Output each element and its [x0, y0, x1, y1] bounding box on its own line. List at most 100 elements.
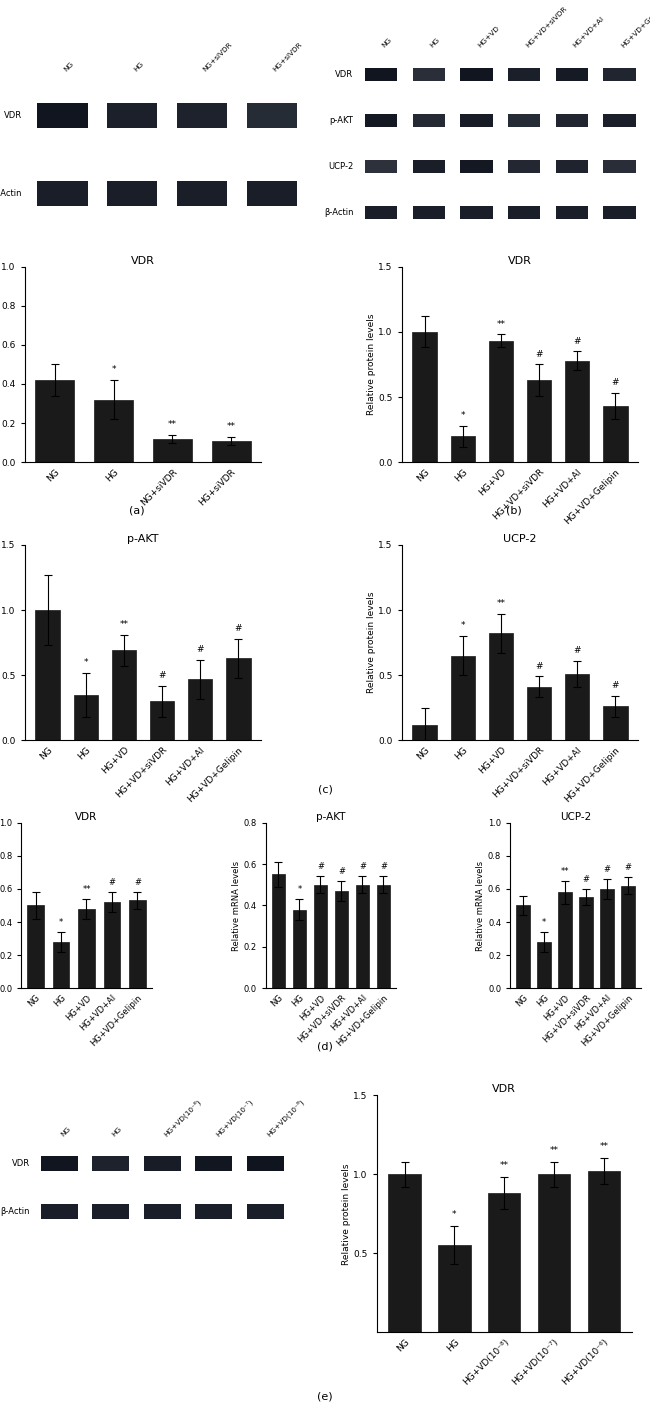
Y-axis label: Relative protein levels: Relative protein levels — [367, 592, 376, 694]
Bar — [112, 650, 136, 741]
Text: *: * — [297, 885, 302, 894]
Bar — [272, 874, 285, 988]
Bar — [565, 674, 590, 741]
Bar — [460, 160, 493, 173]
Text: #: # — [235, 624, 242, 633]
Bar — [41, 1203, 78, 1219]
Bar — [153, 438, 192, 463]
Bar — [389, 1175, 421, 1332]
Text: #: # — [359, 863, 366, 871]
Bar — [73, 695, 98, 741]
Text: #: # — [159, 671, 166, 680]
Text: (d): (d) — [317, 1042, 333, 1051]
Bar — [537, 942, 551, 988]
Text: HG+siVDR: HG+siVDR — [272, 41, 304, 72]
Bar — [508, 206, 541, 220]
Bar — [603, 68, 636, 81]
Text: **: ** — [83, 885, 91, 894]
Text: NG: NG — [62, 61, 75, 72]
Text: **: ** — [549, 1145, 558, 1155]
Bar — [413, 160, 445, 173]
Text: HG: HG — [111, 1125, 123, 1138]
Bar — [413, 206, 445, 220]
Text: *: * — [84, 658, 88, 667]
Text: #: # — [317, 863, 324, 871]
Bar — [526, 380, 551, 463]
Title: UCP-2: UCP-2 — [503, 534, 537, 543]
Bar — [356, 885, 369, 988]
Text: β-Actin: β-Actin — [0, 1208, 30, 1216]
Text: #: # — [582, 876, 590, 884]
Text: #: # — [338, 867, 345, 876]
Text: HG: HG — [429, 37, 441, 48]
Title: p-AKT: p-AKT — [316, 812, 346, 822]
Bar — [177, 104, 228, 128]
Text: (b): (b) — [506, 507, 521, 517]
Text: #: # — [134, 878, 141, 887]
Bar — [188, 680, 213, 741]
Text: HG+VD(10⁻⁸): HG+VD(10⁻⁸) — [162, 1097, 203, 1138]
Bar — [450, 656, 475, 741]
Bar — [558, 893, 572, 988]
Y-axis label: Relative protein levels: Relative protein levels — [342, 1164, 350, 1264]
Text: *: * — [59, 918, 63, 927]
Text: #: # — [536, 661, 543, 671]
Bar — [247, 182, 297, 206]
Bar — [37, 182, 88, 206]
Text: (c): (c) — [318, 785, 332, 795]
Bar — [565, 360, 590, 463]
Text: (e): (e) — [317, 1392, 333, 1402]
Bar — [603, 707, 627, 741]
Bar — [92, 1156, 129, 1172]
Bar — [36, 610, 60, 741]
Text: **: ** — [227, 421, 236, 431]
Bar — [488, 1193, 521, 1332]
Text: #: # — [196, 644, 204, 654]
Bar — [313, 885, 327, 988]
Title: VDR: VDR — [492, 1084, 516, 1094]
Bar — [603, 114, 636, 126]
Bar — [526, 687, 551, 741]
Bar — [150, 701, 174, 741]
Text: HG+VD: HG+VD — [476, 26, 500, 48]
Title: UCP-2: UCP-2 — [560, 812, 591, 822]
Bar — [516, 905, 530, 988]
Bar — [489, 633, 514, 741]
Bar — [129, 901, 146, 988]
Bar — [78, 908, 95, 988]
Y-axis label: Relative mRNA levels: Relative mRNA levels — [231, 860, 240, 951]
Text: #: # — [573, 336, 581, 345]
Text: NG+siVDR: NG+siVDR — [202, 41, 234, 72]
Text: #: # — [603, 866, 610, 874]
Bar — [92, 1203, 129, 1219]
Bar — [94, 400, 133, 463]
Bar — [413, 114, 445, 126]
Text: **: ** — [497, 599, 506, 609]
Y-axis label: Relative mRNA levels: Relative mRNA levels — [476, 860, 485, 951]
Bar — [538, 1175, 570, 1332]
Text: β-Actin: β-Actin — [0, 189, 22, 199]
Bar — [53, 942, 70, 988]
Bar — [365, 68, 397, 81]
Text: *: * — [111, 365, 116, 375]
Text: *: * — [541, 918, 546, 927]
Text: HG: HG — [133, 61, 144, 72]
Bar — [600, 888, 614, 988]
Text: NG: NG — [60, 1125, 72, 1138]
Bar — [36, 380, 73, 463]
Bar — [603, 206, 636, 220]
Bar — [247, 1203, 284, 1219]
Bar — [413, 68, 445, 81]
Title: VDR: VDR — [131, 255, 155, 265]
Text: NG: NG — [381, 37, 393, 48]
Bar — [450, 436, 475, 463]
Text: #: # — [612, 379, 619, 387]
Text: VDR: VDR — [335, 70, 354, 79]
Bar — [460, 206, 493, 220]
Bar — [413, 725, 437, 741]
Bar — [365, 160, 397, 173]
Text: UCP-2: UCP-2 — [328, 162, 354, 172]
Text: HG+VD(10⁻⁶): HG+VD(10⁻⁶) — [265, 1097, 306, 1138]
Bar — [144, 1203, 181, 1219]
Bar — [556, 160, 588, 173]
